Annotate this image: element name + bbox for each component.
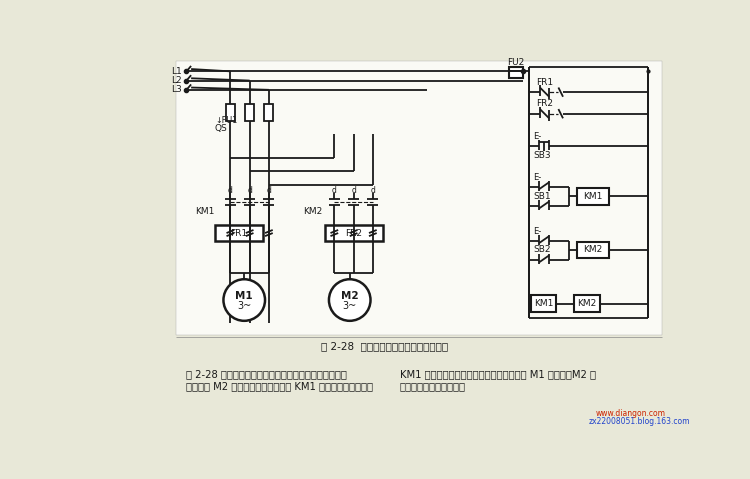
Bar (325, 225, 382, 241)
Circle shape (329, 279, 370, 321)
Text: d: d (332, 186, 337, 195)
Text: M1: M1 (236, 291, 253, 301)
Text: E-: E- (533, 173, 542, 182)
Text: d: d (228, 186, 232, 195)
Text: 能起动的顺序控制要求。: 能起动的顺序控制要求。 (400, 381, 466, 391)
Bar (574, 296, 600, 312)
Text: SB1: SB1 (533, 192, 550, 201)
Text: FU2: FU2 (508, 58, 525, 68)
Text: KM2: KM2 (578, 299, 596, 308)
Bar (245, 103, 254, 121)
Circle shape (224, 279, 265, 321)
Bar (531, 296, 556, 312)
Bar (215, 225, 262, 241)
Text: KM1 的自锁触点串接，从而保证了在电动机 M1 起动后，M2 才: KM1 的自锁触点串接，从而保证了在电动机 M1 起动后，M2 才 (400, 369, 596, 379)
Text: L1: L1 (171, 67, 182, 76)
Text: KM2: KM2 (304, 207, 322, 216)
Text: d: d (266, 186, 272, 195)
Text: 3~: 3~ (237, 301, 251, 311)
Text: FR1: FR1 (230, 228, 248, 238)
Text: 图 2-28  控制电路按顺序起动的控制线路: 图 2-28 控制电路按顺序起动的控制线路 (321, 341, 448, 351)
Text: SB2: SB2 (533, 245, 550, 254)
Bar (176, 61, 662, 335)
Text: L2: L2 (171, 76, 182, 85)
Bar (577, 188, 609, 205)
Text: d: d (351, 186, 356, 195)
Text: KM2: KM2 (584, 245, 603, 254)
Text: SB3: SB3 (533, 151, 550, 160)
Bar (264, 103, 274, 121)
Text: KM1: KM1 (196, 207, 215, 216)
Text: M2: M2 (341, 291, 358, 301)
Bar (509, 67, 523, 78)
Bar (226, 103, 235, 121)
Text: zx22008051.blog.163.com: zx22008051.blog.163.com (589, 417, 690, 426)
Text: d: d (370, 186, 375, 195)
Text: KM1: KM1 (584, 192, 603, 201)
Text: d: d (248, 186, 252, 195)
Text: www.diangon.com: www.diangon.com (596, 409, 666, 418)
Text: ↓FU1: ↓FU1 (215, 116, 237, 125)
Text: 图 2-28 所示为控制电路按顺序起动的控制线路。该线路: 图 2-28 所示为控制电路按顺序起动的控制线路。该线路 (187, 369, 347, 379)
Text: L3: L3 (171, 85, 182, 94)
Text: FR2: FR2 (346, 228, 362, 238)
Text: E-: E- (533, 132, 542, 141)
Text: FR1: FR1 (536, 78, 553, 87)
Text: 3~: 3~ (343, 301, 357, 311)
Text: KM1: KM1 (534, 299, 553, 308)
Text: FR2: FR2 (536, 99, 553, 108)
Text: 中电动机 M2 的控制电路先与接触器 KM1 的线圈并接后，再与: 中电动机 M2 的控制电路先与接触器 KM1 的线圈并接后，再与 (187, 381, 374, 391)
Text: E-: E- (533, 227, 542, 236)
Text: QS: QS (215, 124, 228, 133)
Bar (577, 241, 609, 259)
